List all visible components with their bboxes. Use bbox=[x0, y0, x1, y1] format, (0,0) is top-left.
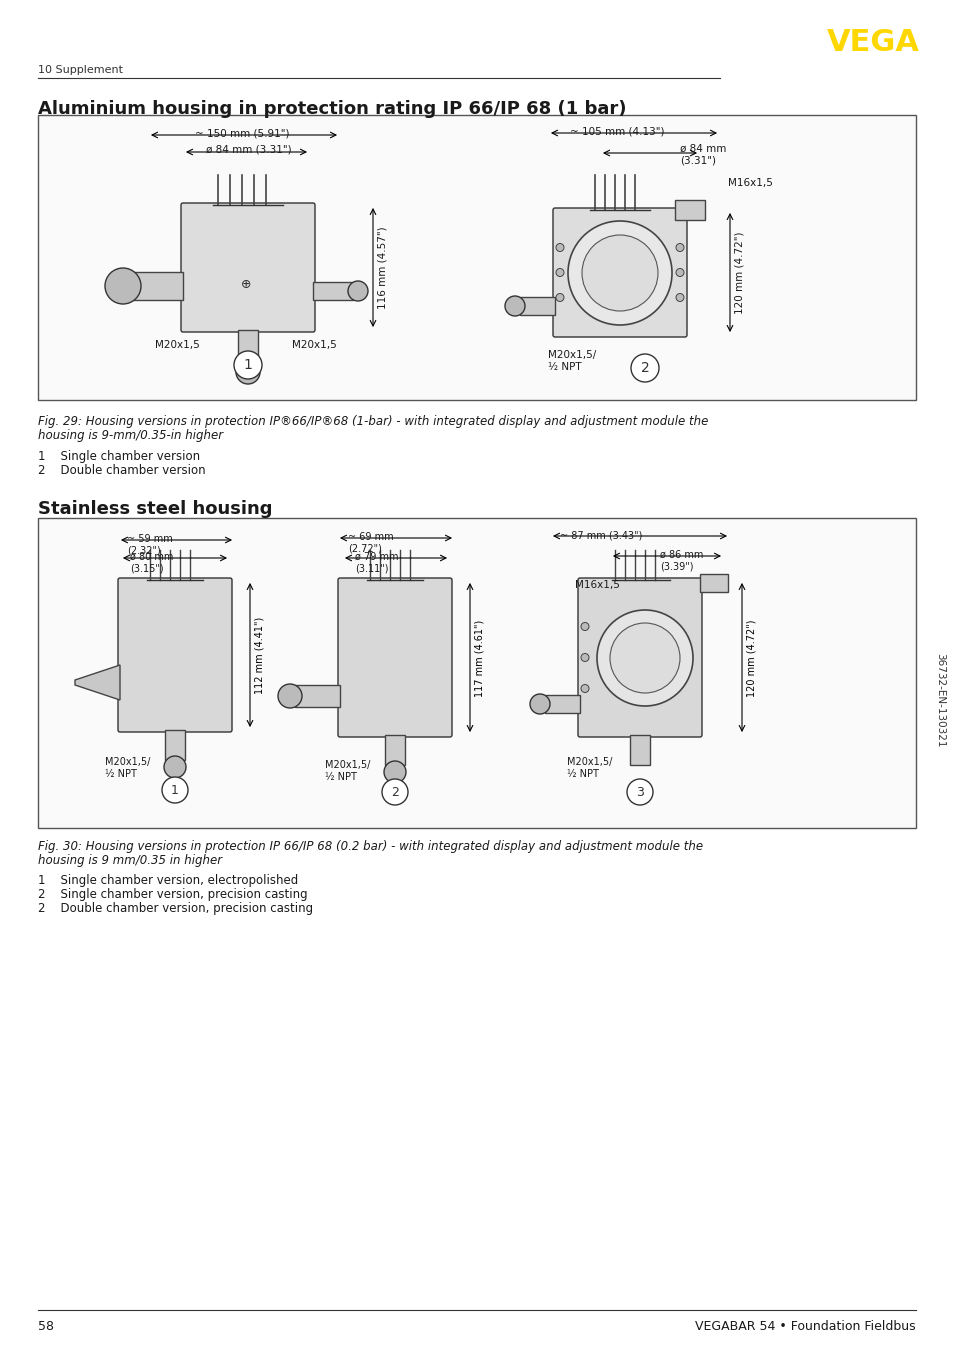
Text: Stainless steel housing: Stainless steel housing bbox=[38, 500, 273, 519]
Bar bbox=[165, 730, 185, 760]
Bar bbox=[544, 695, 579, 714]
Text: ⊕: ⊕ bbox=[240, 279, 251, 291]
Text: 10 Supplement: 10 Supplement bbox=[38, 65, 123, 74]
Circle shape bbox=[164, 756, 186, 779]
Text: M20x1,5/
½ NPT: M20x1,5/ ½ NPT bbox=[105, 757, 151, 779]
Text: ~ 69 mm
(2.72"): ~ 69 mm (2.72") bbox=[348, 532, 394, 554]
Bar bbox=[700, 574, 727, 592]
Text: 2    Double chamber version: 2 Double chamber version bbox=[38, 464, 206, 477]
Text: housing is 9­mm/0.35­in higher: housing is 9­mm/0.35­in higher bbox=[38, 429, 223, 441]
Text: 2    Double chamber version, precision casting: 2 Double chamber version, precision cast… bbox=[38, 902, 313, 915]
FancyBboxPatch shape bbox=[118, 578, 232, 733]
Circle shape bbox=[277, 684, 302, 708]
Bar bbox=[313, 282, 353, 301]
Text: 112 mm (4.41"): 112 mm (4.41") bbox=[254, 616, 265, 693]
Circle shape bbox=[556, 294, 563, 302]
Circle shape bbox=[567, 221, 671, 325]
Text: ~ 105 mm (4.13"): ~ 105 mm (4.13") bbox=[569, 127, 664, 137]
Text: ~ 150 mm (5.91"): ~ 150 mm (5.91") bbox=[194, 129, 289, 138]
Text: VEGA: VEGA bbox=[826, 28, 919, 57]
FancyBboxPatch shape bbox=[578, 578, 701, 737]
Text: ø 86 mm
(3.39"): ø 86 mm (3.39") bbox=[659, 550, 702, 571]
Circle shape bbox=[381, 779, 408, 806]
Circle shape bbox=[162, 777, 188, 803]
Circle shape bbox=[580, 654, 588, 662]
Circle shape bbox=[235, 360, 260, 385]
Bar bbox=[38, 115, 915, 399]
Bar bbox=[128, 272, 183, 301]
Circle shape bbox=[556, 268, 563, 276]
Bar bbox=[38, 519, 915, 829]
FancyBboxPatch shape bbox=[337, 578, 452, 737]
Circle shape bbox=[626, 779, 652, 806]
Text: 116 mm (4.57"): 116 mm (4.57") bbox=[377, 226, 388, 309]
Text: 1: 1 bbox=[171, 784, 179, 796]
Circle shape bbox=[105, 268, 141, 305]
Text: 120 mm (4.72"): 120 mm (4.72") bbox=[734, 232, 744, 314]
Circle shape bbox=[504, 297, 524, 315]
Bar bbox=[237, 330, 257, 366]
Text: M20x1,5: M20x1,5 bbox=[154, 340, 199, 349]
Text: 2: 2 bbox=[391, 785, 398, 799]
Text: 58: 58 bbox=[38, 1320, 54, 1332]
Text: ~ 59 mm
(2.32"): ~ 59 mm (2.32") bbox=[127, 533, 172, 555]
Circle shape bbox=[676, 268, 683, 276]
Text: 1    Single chamber version, electropolished: 1 Single chamber version, electropolishe… bbox=[38, 873, 298, 887]
Text: M20x1,5/
½ NPT: M20x1,5/ ½ NPT bbox=[566, 757, 612, 779]
Text: M16x1,5: M16x1,5 bbox=[727, 177, 772, 188]
Polygon shape bbox=[75, 665, 120, 700]
Circle shape bbox=[384, 761, 406, 783]
Circle shape bbox=[580, 685, 588, 692]
Text: 2: 2 bbox=[640, 362, 649, 375]
Circle shape bbox=[348, 282, 368, 301]
Circle shape bbox=[630, 353, 659, 382]
Circle shape bbox=[556, 244, 563, 252]
Text: 3: 3 bbox=[636, 785, 643, 799]
Text: ø 80 mm
(3.15"): ø 80 mm (3.15") bbox=[130, 552, 173, 574]
Circle shape bbox=[580, 623, 588, 631]
Text: 117 mm (4.61"): 117 mm (4.61") bbox=[475, 619, 484, 696]
Text: 36732-EN-130321: 36732-EN-130321 bbox=[934, 653, 944, 747]
Circle shape bbox=[581, 236, 658, 311]
Text: 1    Single chamber version: 1 Single chamber version bbox=[38, 450, 200, 463]
Text: ø 79 mm
(3.11"): ø 79 mm (3.11") bbox=[355, 552, 398, 574]
Text: housing is 9 mm/0.35 in higher: housing is 9 mm/0.35 in higher bbox=[38, 854, 222, 867]
Text: 2    Single chamber version, precision casting: 2 Single chamber version, precision cast… bbox=[38, 888, 307, 900]
Text: Fig. 29: Housing versions in protection IP®66/IP®68 (1­bar) - with integrated di: Fig. 29: Housing versions in protection … bbox=[38, 414, 708, 428]
Bar bbox=[675, 200, 704, 219]
Text: ~ 87 mm (3.43"): ~ 87 mm (3.43") bbox=[559, 529, 641, 540]
Text: ø 84 mm (3.31"): ø 84 mm (3.31") bbox=[206, 145, 292, 154]
Circle shape bbox=[609, 623, 679, 693]
Text: Fig. 30: Housing versions in protection IP 66/IP 68 (0.2 bar) - with integrated : Fig. 30: Housing versions in protection … bbox=[38, 839, 702, 853]
Text: VEGABAR 54 • Foundation Fieldbus: VEGABAR 54 • Foundation Fieldbus bbox=[695, 1320, 915, 1332]
Text: M20x1,5/
½ NPT: M20x1,5/ ½ NPT bbox=[325, 760, 370, 781]
FancyBboxPatch shape bbox=[553, 209, 686, 337]
Circle shape bbox=[597, 611, 692, 705]
Circle shape bbox=[530, 695, 550, 714]
Bar bbox=[519, 297, 555, 315]
Bar bbox=[294, 685, 339, 707]
Circle shape bbox=[676, 244, 683, 252]
Text: 120 mm (4.72"): 120 mm (4.72") bbox=[746, 619, 757, 697]
Bar bbox=[385, 735, 405, 765]
Bar bbox=[629, 735, 649, 765]
Circle shape bbox=[676, 294, 683, 302]
FancyBboxPatch shape bbox=[181, 203, 314, 332]
Text: M16x1,5: M16x1,5 bbox=[575, 580, 619, 590]
Text: M20x1,5/
½ NPT: M20x1,5/ ½ NPT bbox=[547, 349, 596, 371]
Text: ø 84 mm
(3.31"): ø 84 mm (3.31") bbox=[679, 144, 725, 165]
Circle shape bbox=[233, 351, 262, 379]
Text: 1: 1 bbox=[243, 357, 253, 372]
Text: M20x1,5: M20x1,5 bbox=[292, 340, 336, 349]
Text: Aluminium housing in protection rating IP 66/IP 68 (1 bar): Aluminium housing in protection rating I… bbox=[38, 100, 626, 118]
